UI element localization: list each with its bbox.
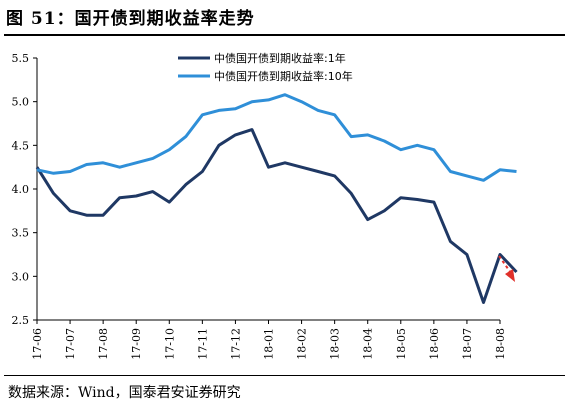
trend-arrow-head [505,269,515,282]
x-tick-label: 18-08 [494,328,507,360]
x-tick-label: 18-06 [428,328,441,360]
x-tick-label: 18-05 [395,328,408,360]
y-tick-label: 5.0 [12,96,30,109]
x-tick-label: 18-03 [329,328,342,360]
x-tick-label: 18-07 [461,328,474,360]
x-tick-label: 17-11 [196,328,209,360]
source-note: 数据来源：Wind，国泰君安证券研究 [8,385,241,401]
x-tick-label: 17-06 [31,328,44,360]
x-tick-label: 17-09 [130,328,143,360]
chart-series [35,93,518,304]
legend-label: 中债国开债到期收益率:10年 [214,69,353,83]
x-tick-label: 17-08 [97,328,110,360]
x-tick-label: 18-01 [263,328,276,360]
chart-annotation [498,255,515,282]
title-rule [4,34,565,36]
x-tick-label: 17-07 [64,328,77,360]
y-tick-label: 5.5 [12,52,30,65]
x-tick-label: 18-04 [362,328,375,360]
series-1y-line [35,128,518,304]
y-tick-label: 3.0 [12,270,30,283]
chart-axes [36,58,500,321]
y-tick-label: 4.5 [12,139,30,152]
y-tick-label: 2.5 [12,314,30,327]
x-tick-label: 18-02 [296,328,309,360]
series-10y-line [36,93,517,182]
source-rule [4,375,565,376]
chart-ticks: 2.5 3.0 3.5 4.0 4.5 5.0 5.5 17-06 17-07 17-08 17-0… [12,52,508,360]
legend-label: 中债国开债到期收益率:1年 [214,51,346,65]
line-chart: 2.5 3.0 3.5 4.0 4.5 5.0 5.5 17-06 17-07 17-08 17-0… [12,51,518,360]
x-tick-label: 17-12 [229,328,242,360]
y-tick-label: 4.0 [12,183,30,196]
x-tick-label: 17-10 [163,328,176,360]
y-tick-label: 3.5 [12,227,30,240]
figure-title: 图 51：国开债到期收益率走势 [6,9,255,29]
